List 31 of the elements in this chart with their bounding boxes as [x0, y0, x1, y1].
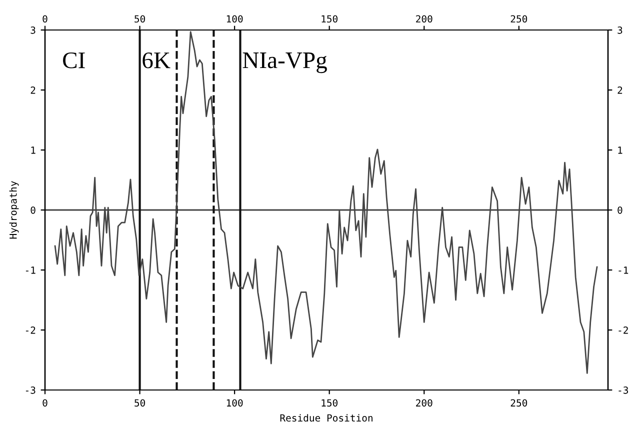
y-axis-title: Hydropathy: [9, 181, 19, 239]
y2-tick-label: 0: [618, 206, 622, 214]
y-tick-label: 2: [30, 86, 36, 94]
x-tick-label: 0: [42, 15, 48, 23]
x-tick-label: 50: [134, 15, 146, 23]
y2-tick-label: 1: [618, 146, 622, 154]
y2-tick-label: 2: [618, 86, 622, 94]
x-axis-title: Residue Position: [280, 414, 372, 422]
y-tick-label: -2: [26, 326, 36, 334]
x2-tick-label: 0: [42, 399, 48, 407]
y2-tick-label: -3: [618, 386, 628, 394]
y2-tick-label: 3: [618, 26, 622, 34]
y-tick-label: 3: [30, 26, 36, 34]
x-tick-label: 200: [416, 15, 432, 23]
y2-tick-label: -1: [618, 266, 628, 274]
x2-tick-label: 50: [134, 399, 146, 407]
x2-tick-label: 150: [322, 399, 338, 407]
annotation: NIa-VPg: [242, 52, 327, 74]
x2-tick-label: 250: [510, 399, 528, 407]
x-tick-label: 150: [322, 15, 338, 23]
y-tick-label: 0: [30, 206, 36, 214]
annotation: CI: [63, 52, 85, 68]
x2-tick-label: 200: [416, 399, 432, 407]
x-tick-label: 100: [226, 15, 243, 23]
y2-tick-label: -2: [618, 326, 628, 334]
x2-tick-label: 100: [226, 399, 243, 407]
y-tick-label: 1: [31, 146, 36, 154]
y-tick-label: -1: [26, 266, 36, 274]
y-tick-label: -3: [26, 386, 36, 394]
x-tick-label: 250: [510, 15, 528, 23]
annotation: 6K: [142, 52, 170, 68]
